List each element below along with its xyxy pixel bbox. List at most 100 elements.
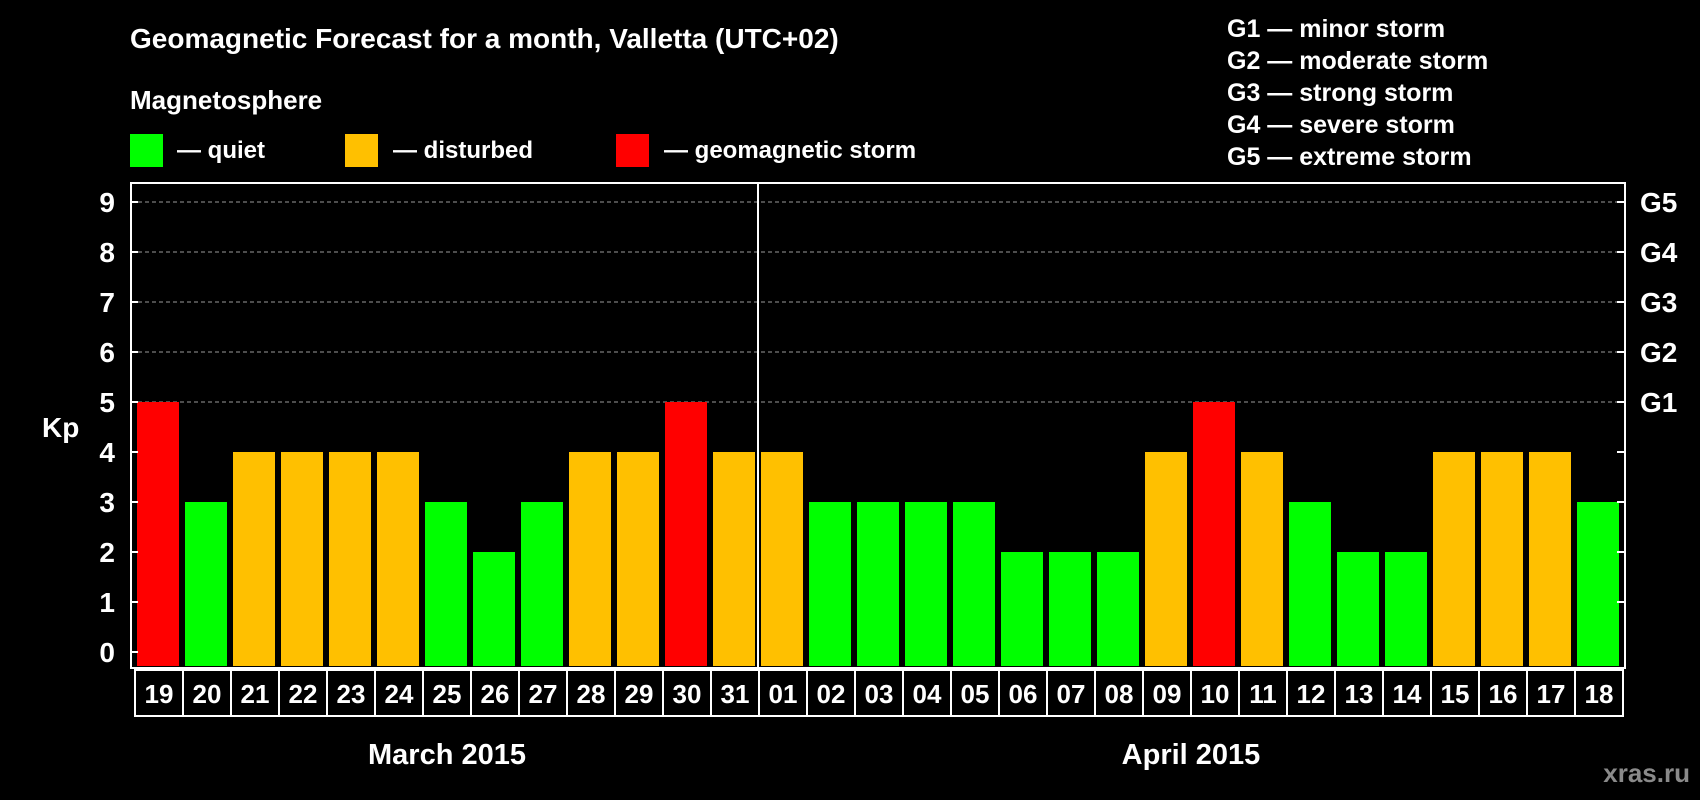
legend-label-disturbed: — disturbed bbox=[393, 137, 533, 164]
bar-30 bbox=[665, 402, 707, 666]
date-label-22: 22 bbox=[289, 679, 318, 709]
bar-06 bbox=[1001, 552, 1043, 666]
bar-16 bbox=[1481, 452, 1523, 666]
date-label-25: 25 bbox=[433, 679, 462, 709]
bar-25 bbox=[425, 502, 467, 666]
date-label-24: 24 bbox=[385, 679, 414, 709]
legend-label-quiet: — quiet bbox=[177, 137, 265, 164]
date-label-05: 05 bbox=[961, 679, 990, 709]
bar-04 bbox=[905, 502, 947, 666]
date-label-10: 10 bbox=[1201, 679, 1230, 709]
month-label: March 2015 bbox=[368, 739, 526, 771]
date-label-29: 29 bbox=[625, 679, 654, 709]
date-label-27: 27 bbox=[529, 679, 558, 709]
date-label-12: 12 bbox=[1297, 679, 1326, 709]
y-tick-label-9: 9 bbox=[99, 187, 115, 218]
date-label-17: 17 bbox=[1537, 679, 1566, 709]
date-label-21: 21 bbox=[241, 679, 270, 709]
storm-scale-g5: G5 — extreme storm bbox=[1227, 143, 1472, 171]
bar-01 bbox=[761, 452, 803, 666]
bar-19 bbox=[137, 402, 179, 666]
date-label-31: 31 bbox=[721, 679, 750, 709]
date-label-13: 13 bbox=[1345, 679, 1374, 709]
bar-28 bbox=[569, 452, 611, 666]
bar-09 bbox=[1145, 452, 1187, 666]
y-tick-label-4: 4 bbox=[99, 437, 115, 468]
date-label-26: 26 bbox=[481, 679, 510, 709]
legend-swatch-quiet bbox=[130, 134, 163, 167]
date-label-30: 30 bbox=[673, 679, 702, 709]
right-tick-label-G1: G1 bbox=[1640, 387, 1677, 418]
bar-08 bbox=[1097, 552, 1139, 666]
date-label-09: 09 bbox=[1153, 679, 1182, 709]
bar-31 bbox=[713, 452, 755, 666]
storm-scale: G1 — minor storm G2 — moderate storm G3 … bbox=[1227, 15, 1488, 171]
date-label-16: 16 bbox=[1489, 679, 1518, 709]
bar-29 bbox=[617, 452, 659, 666]
y-axis-label: Kp bbox=[42, 412, 79, 443]
right-tick-label-G3: G3 bbox=[1640, 287, 1677, 318]
right-tick-label-G2: G2 bbox=[1640, 337, 1677, 368]
watermark: xras.ru bbox=[1603, 758, 1690, 788]
bar-17 bbox=[1529, 452, 1571, 666]
y-tick-label-5: 5 bbox=[99, 387, 115, 418]
date-label-02: 02 bbox=[817, 679, 846, 709]
legend: — quiet — disturbed — geomagnetic storm bbox=[130, 134, 916, 167]
date-label-20: 20 bbox=[193, 679, 222, 709]
bar-21 bbox=[233, 452, 275, 666]
right-tick-label-G5: G5 bbox=[1640, 187, 1677, 218]
bar-07 bbox=[1049, 552, 1091, 666]
bar-26 bbox=[473, 552, 515, 666]
bar-13 bbox=[1337, 552, 1379, 666]
bar-15 bbox=[1433, 452, 1475, 666]
date-label-19: 19 bbox=[145, 679, 174, 709]
y-tick-label-7: 7 bbox=[99, 287, 115, 318]
date-label-18: 18 bbox=[1585, 679, 1614, 709]
date-label-14: 14 bbox=[1393, 679, 1422, 709]
legend-swatch-storm bbox=[616, 134, 649, 167]
date-row-frame bbox=[134, 669, 1624, 717]
date-label-04: 04 bbox=[913, 679, 942, 709]
bar-14 bbox=[1385, 552, 1427, 666]
legend-heading: Magnetosphere bbox=[130, 85, 322, 115]
legend-label-storm: — geomagnetic storm bbox=[664, 137, 916, 164]
bar-27 bbox=[521, 502, 563, 666]
bar-10 bbox=[1193, 402, 1235, 666]
bar-18 bbox=[1577, 502, 1619, 666]
bar-11 bbox=[1241, 452, 1283, 666]
bar-23 bbox=[329, 452, 371, 666]
date-label-08: 08 bbox=[1105, 679, 1134, 709]
y-tick-label-8: 8 bbox=[99, 237, 115, 268]
bar-12 bbox=[1289, 502, 1331, 666]
date-label-01: 01 bbox=[769, 679, 798, 709]
month-label: April 2015 bbox=[1122, 739, 1261, 771]
bar-20 bbox=[185, 502, 227, 666]
bar-24 bbox=[377, 452, 419, 666]
y-tick-label-1: 1 bbox=[99, 587, 115, 618]
date-label-07: 07 bbox=[1057, 679, 1086, 709]
bar-03 bbox=[857, 502, 899, 666]
y-tick-label-2: 2 bbox=[99, 537, 115, 568]
y-tick-label-0: 0 bbox=[99, 637, 115, 668]
right-tick-label-G4: G4 bbox=[1640, 237, 1678, 268]
storm-scale-g2: G2 — moderate storm bbox=[1227, 47, 1488, 75]
bar-05 bbox=[953, 502, 995, 666]
date-label-03: 03 bbox=[865, 679, 894, 709]
date-label-11: 11 bbox=[1249, 679, 1277, 709]
legend-swatch-disturbed bbox=[345, 134, 378, 167]
storm-scale-g1: G1 — minor storm bbox=[1227, 15, 1445, 43]
date-label-23: 23 bbox=[337, 679, 366, 709]
chart-title: Geomagnetic Forecast for a month, Vallet… bbox=[130, 23, 839, 54]
date-label-28: 28 bbox=[577, 679, 606, 709]
date-label-15: 15 bbox=[1441, 679, 1470, 709]
plot-frame bbox=[130, 182, 1626, 669]
y-tick-label-3: 3 bbox=[99, 487, 115, 518]
y-tick-label-6: 6 bbox=[99, 337, 115, 368]
bar-02 bbox=[809, 502, 851, 666]
bar-22 bbox=[281, 452, 323, 666]
storm-scale-g3: G3 — strong storm bbox=[1227, 79, 1453, 107]
date-label-06: 06 bbox=[1009, 679, 1038, 709]
storm-scale-g4: G4 — severe storm bbox=[1227, 111, 1455, 139]
